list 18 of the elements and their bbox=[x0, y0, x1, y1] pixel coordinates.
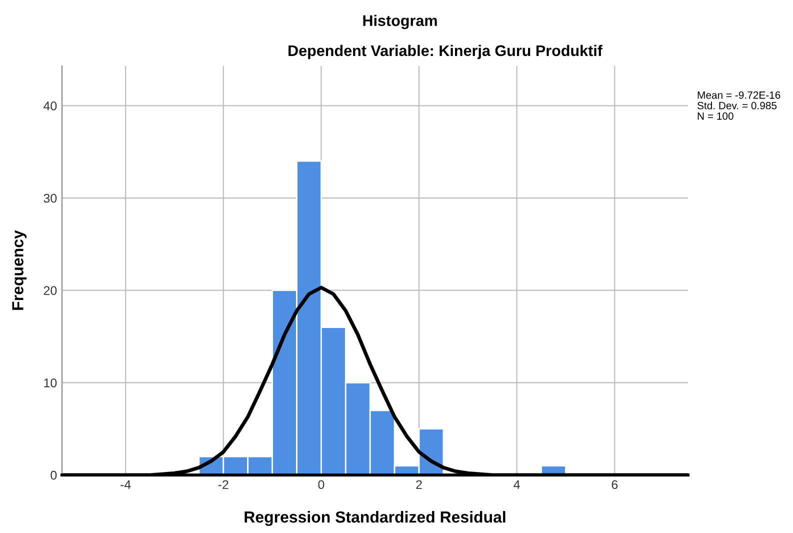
chart-subtitle: Dependent Variable: Kinerja Guru Produktif bbox=[288, 44, 603, 60]
x-tick-label: 0 bbox=[318, 480, 324, 490]
y-axis-title: Frequency bbox=[12, 230, 27, 310]
text: Std. Dev. = 0.985 bbox=[697, 102, 777, 110]
x-tick-label: 4 bbox=[514, 480, 520, 489]
x-axis-title: Regression Standardized Residual bbox=[244, 510, 506, 526]
x-tick-label: 6 bbox=[612, 480, 618, 490]
x-tick-label: -2 bbox=[218, 480, 228, 489]
text: N = 100 bbox=[698, 112, 734, 120]
y-tick-label: 30 bbox=[44, 194, 57, 203]
y-tick-label: 20 bbox=[44, 286, 57, 295]
chart-title: Histogram bbox=[363, 14, 437, 30]
x-tick-label: -4 bbox=[120, 480, 131, 489]
y-tick-label: 40 bbox=[44, 102, 57, 110]
x-tick-label: 2 bbox=[416, 480, 422, 489]
y-tick-label: 0 bbox=[50, 470, 57, 480]
y-tick-label: 10 bbox=[44, 378, 57, 388]
text: Mean = -9.72E-16 bbox=[698, 91, 780, 99]
